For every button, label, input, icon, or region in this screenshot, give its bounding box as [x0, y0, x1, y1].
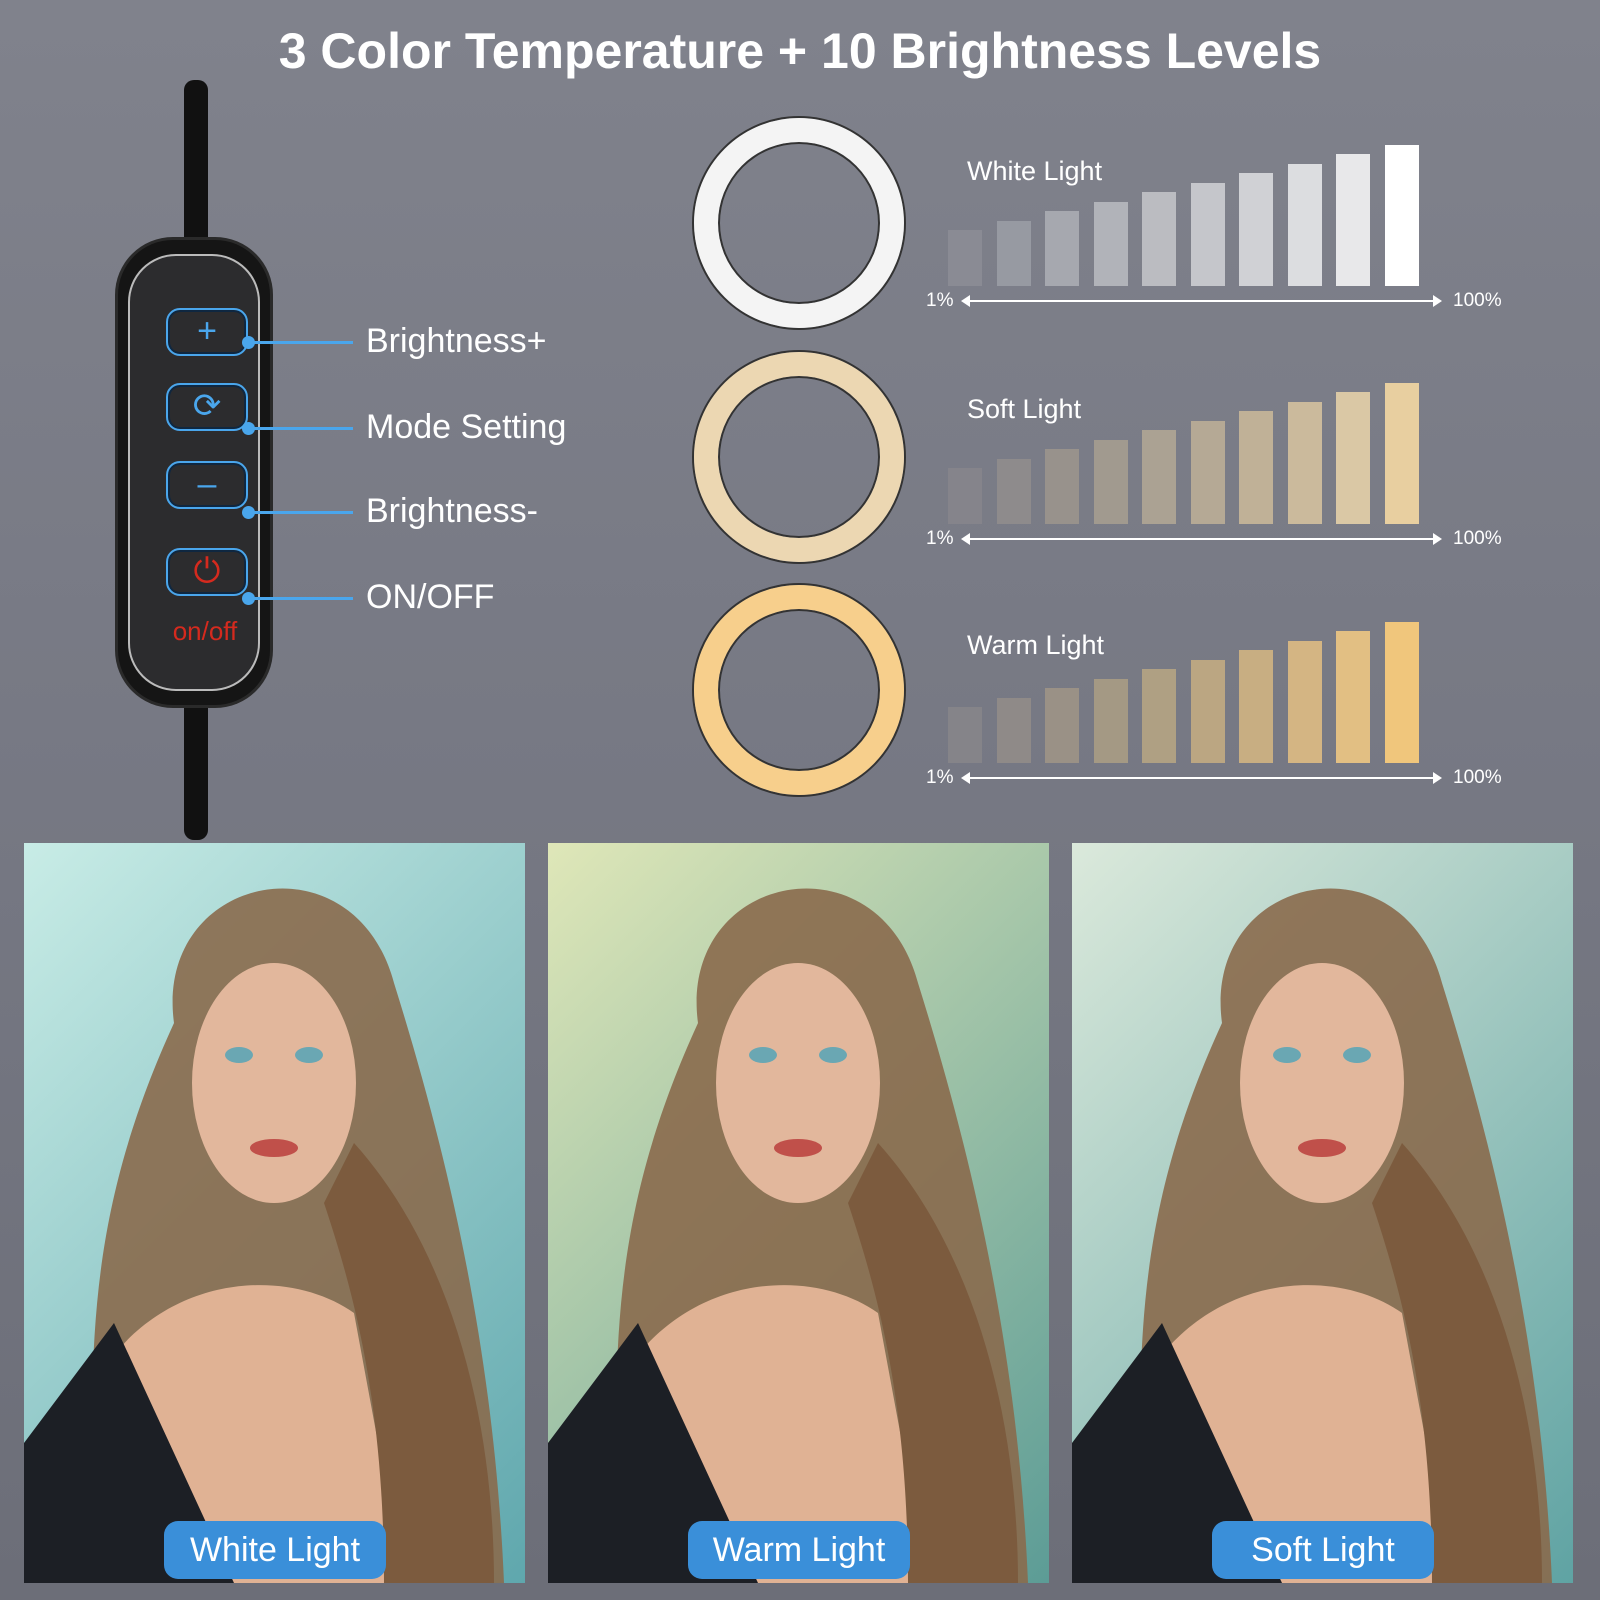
brightness-bar	[996, 220, 1031, 286]
brightness-bar	[1239, 173, 1273, 286]
max-label: 100%	[1453, 767, 1502, 788]
min-label: 1%	[926, 290, 954, 311]
callout-dot	[242, 336, 255, 349]
ring-light-1	[694, 352, 904, 562]
brightness-bar	[996, 458, 1031, 524]
brightness-bar	[1045, 688, 1079, 763]
remote-controller: + ⟳ – ⏻ on/off	[118, 240, 270, 705]
plus-icon: +	[197, 312, 217, 350]
range-arrow	[961, 772, 1442, 784]
portrait-photo: White Light	[24, 843, 525, 1583]
callout-dot	[242, 506, 255, 519]
photo-label-pill: Soft Light	[1212, 1521, 1434, 1579]
brightness-bar	[1287, 163, 1322, 286]
range-arrow	[961, 295, 1442, 307]
brightness-bar	[1336, 392, 1370, 524]
brightness-bar	[996, 697, 1031, 763]
brightness-bar	[1142, 669, 1176, 763]
callout-line-brightness-minus	[242, 506, 353, 519]
portrait-photo: Warm Light	[548, 843, 1049, 1583]
brightness-bar	[1142, 430, 1176, 524]
ring-light-0	[694, 118, 904, 328]
brightness-bar	[948, 468, 982, 524]
brightness-chart: White Light 1% 100%	[900, 138, 1502, 338]
brightness-bar	[948, 707, 982, 763]
callout-dot	[242, 592, 255, 605]
callout-dot	[242, 422, 255, 435]
min-label: 1%	[926, 767, 954, 788]
minus-icon: –	[197, 465, 217, 503]
photo-label-pill: Warm Light	[688, 1521, 910, 1579]
brightness-bar	[1384, 144, 1419, 286]
remote-face: + ⟳ – ⏻ on/off	[128, 254, 260, 691]
cable-top	[184, 80, 208, 250]
brightness-bar	[948, 230, 982, 286]
brightness-minus-button[interactable]: –	[166, 461, 248, 509]
brightness-bar	[1190, 420, 1225, 524]
brightness-bar	[1336, 631, 1370, 763]
label-onoff: ON/OFF	[366, 578, 495, 616]
min-label: 1%	[926, 528, 954, 549]
mode-name: White Light	[967, 156, 1103, 186]
callout-line-brightness-plus	[242, 336, 353, 349]
page-title: 3 Color Temperature + 10 Brightness Leve…	[278, 23, 1322, 79]
ring-light-2	[694, 585, 904, 795]
brightness-bar	[1239, 650, 1273, 763]
brightness-bar	[1287, 401, 1322, 524]
power-icon: ⏻	[193, 552, 221, 590]
max-label: 100%	[1453, 290, 1502, 311]
brightness-chart: Warm Light 1% 100%	[900, 605, 1502, 805]
mode-name: Warm Light	[967, 630, 1105, 660]
portrait-illustration	[24, 888, 504, 1583]
portrait-photo: Soft Light	[1072, 843, 1573, 1583]
max-label: 100%	[1453, 528, 1502, 549]
range-arrow	[961, 533, 1442, 545]
brightness-bar	[1190, 659, 1225, 763]
brightness-bar	[1093, 439, 1128, 524]
brightness-bar	[1093, 678, 1128, 763]
cable-bottom	[184, 695, 208, 840]
power-button[interactable]: ⏻	[166, 548, 248, 596]
brightness-bar	[1045, 449, 1079, 524]
label-brightness-minus: Brightness-	[366, 492, 538, 530]
portrait-illustration	[1072, 888, 1552, 1583]
onoff-label: on/off	[172, 616, 238, 646]
brightness-bar	[1190, 182, 1225, 286]
label-brightness-plus: Brightness+	[366, 322, 547, 360]
brightness-bar	[1336, 154, 1370, 286]
callout-line-onoff	[242, 592, 353, 605]
brightness-bar	[1045, 211, 1079, 286]
portrait-illustration	[548, 888, 1028, 1583]
mode-setting-button[interactable]: ⟳	[166, 383, 248, 431]
brightness-bar	[1384, 382, 1419, 524]
brightness-bar	[1384, 621, 1419, 763]
label-mode-setting: Mode Setting	[366, 408, 567, 446]
brightness-bar	[1239, 411, 1273, 524]
brightness-plus-button[interactable]: +	[166, 308, 248, 356]
callout-line-mode	[242, 422, 353, 435]
brightness-bar	[1142, 192, 1176, 286]
photo-label-pill: White Light	[164, 1521, 386, 1579]
mode-name: Soft Light	[967, 394, 1082, 424]
brightness-bar	[1093, 201, 1128, 286]
brightness-chart: Soft Light 1% 100%	[900, 372, 1502, 572]
mode-cycle-icon: ⟳	[192, 387, 222, 425]
brightness-bar	[1287, 640, 1322, 763]
